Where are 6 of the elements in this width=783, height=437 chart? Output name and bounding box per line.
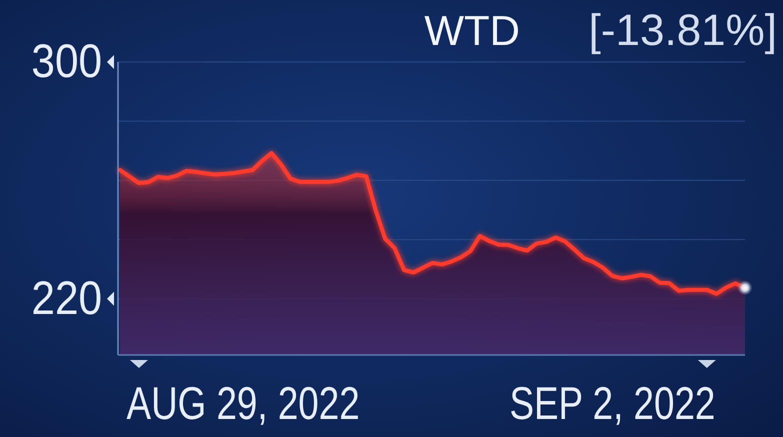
y-tick-label: 300 bbox=[31, 36, 102, 88]
y-tick-label: 220 bbox=[31, 273, 102, 325]
chart-title: WTD bbox=[424, 7, 520, 54]
x-tick-label: AUG 29, 2022 bbox=[126, 377, 360, 429]
x-tick-label: SEP 2, 2022 bbox=[509, 377, 716, 429]
chart-subtitle: [-13.81%] bbox=[588, 6, 777, 55]
